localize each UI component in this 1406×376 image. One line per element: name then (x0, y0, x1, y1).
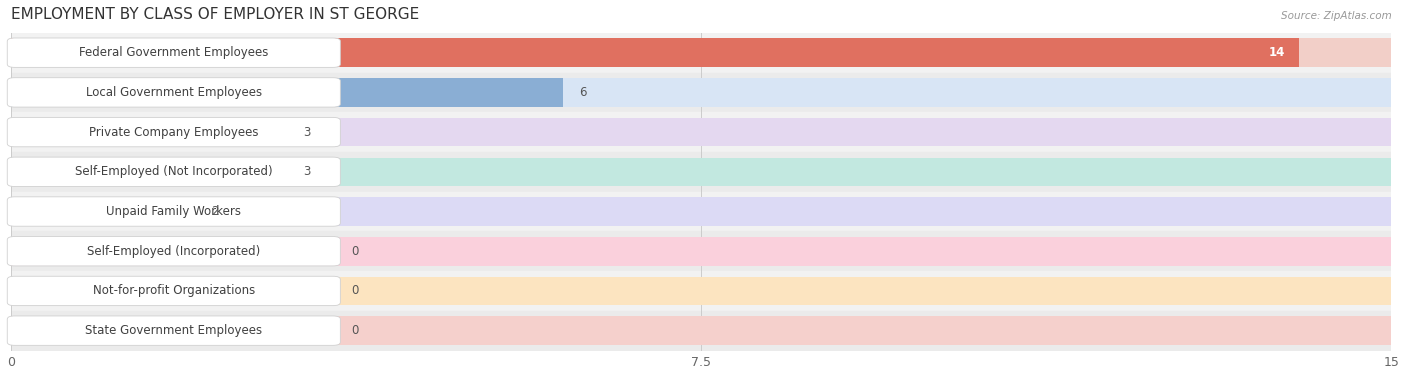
Bar (11, 158, 1391, 186)
Text: 6: 6 (579, 86, 588, 99)
Bar (11, 197, 1391, 226)
Bar (11, 237, 1391, 265)
Text: 2: 2 (211, 205, 219, 218)
Bar (11, 112, 1391, 152)
Text: EMPLOYMENT BY CLASS OF EMPLOYER IN ST GEORGE: EMPLOYMENT BY CLASS OF EMPLOYER IN ST GE… (11, 7, 419, 22)
FancyBboxPatch shape (7, 316, 340, 345)
Bar (11, 38, 1299, 67)
Bar (11, 78, 562, 107)
Text: 0: 0 (352, 284, 359, 297)
Text: Unpaid Family Workers: Unpaid Family Workers (107, 205, 242, 218)
Bar (11, 277, 1391, 305)
Text: 0: 0 (352, 245, 359, 258)
Text: 3: 3 (304, 126, 311, 139)
Text: Local Government Employees: Local Government Employees (86, 86, 262, 99)
Bar (11, 33, 1391, 73)
Text: Self-Employed (Incorporated): Self-Employed (Incorporated) (87, 245, 260, 258)
Text: 3: 3 (304, 165, 311, 178)
FancyBboxPatch shape (7, 197, 340, 226)
Bar (11, 78, 1391, 107)
Text: 0: 0 (352, 324, 359, 337)
FancyBboxPatch shape (7, 157, 340, 186)
Bar (11, 316, 1391, 345)
Bar (11, 311, 1391, 350)
FancyBboxPatch shape (7, 117, 340, 147)
FancyBboxPatch shape (7, 38, 340, 67)
FancyBboxPatch shape (7, 78, 340, 107)
Text: Private Company Employees: Private Company Employees (89, 126, 259, 139)
Bar (11, 158, 287, 186)
Bar (11, 152, 1391, 192)
Bar (11, 197, 195, 226)
FancyBboxPatch shape (7, 237, 340, 266)
Text: Self-Employed (Not Incorporated): Self-Employed (Not Incorporated) (75, 165, 273, 178)
Bar (11, 192, 1391, 231)
Text: Source: ZipAtlas.com: Source: ZipAtlas.com (1281, 11, 1392, 21)
Bar (11, 118, 1391, 146)
Text: State Government Employees: State Government Employees (86, 324, 263, 337)
Bar (11, 231, 1391, 271)
Bar (11, 118, 287, 146)
Bar (11, 271, 1391, 311)
Bar (11, 38, 1391, 67)
FancyBboxPatch shape (7, 276, 340, 306)
Text: Federal Government Employees: Federal Government Employees (79, 46, 269, 59)
Text: 14: 14 (1270, 46, 1285, 59)
Text: Not-for-profit Organizations: Not-for-profit Organizations (93, 284, 254, 297)
Bar (11, 73, 1391, 112)
